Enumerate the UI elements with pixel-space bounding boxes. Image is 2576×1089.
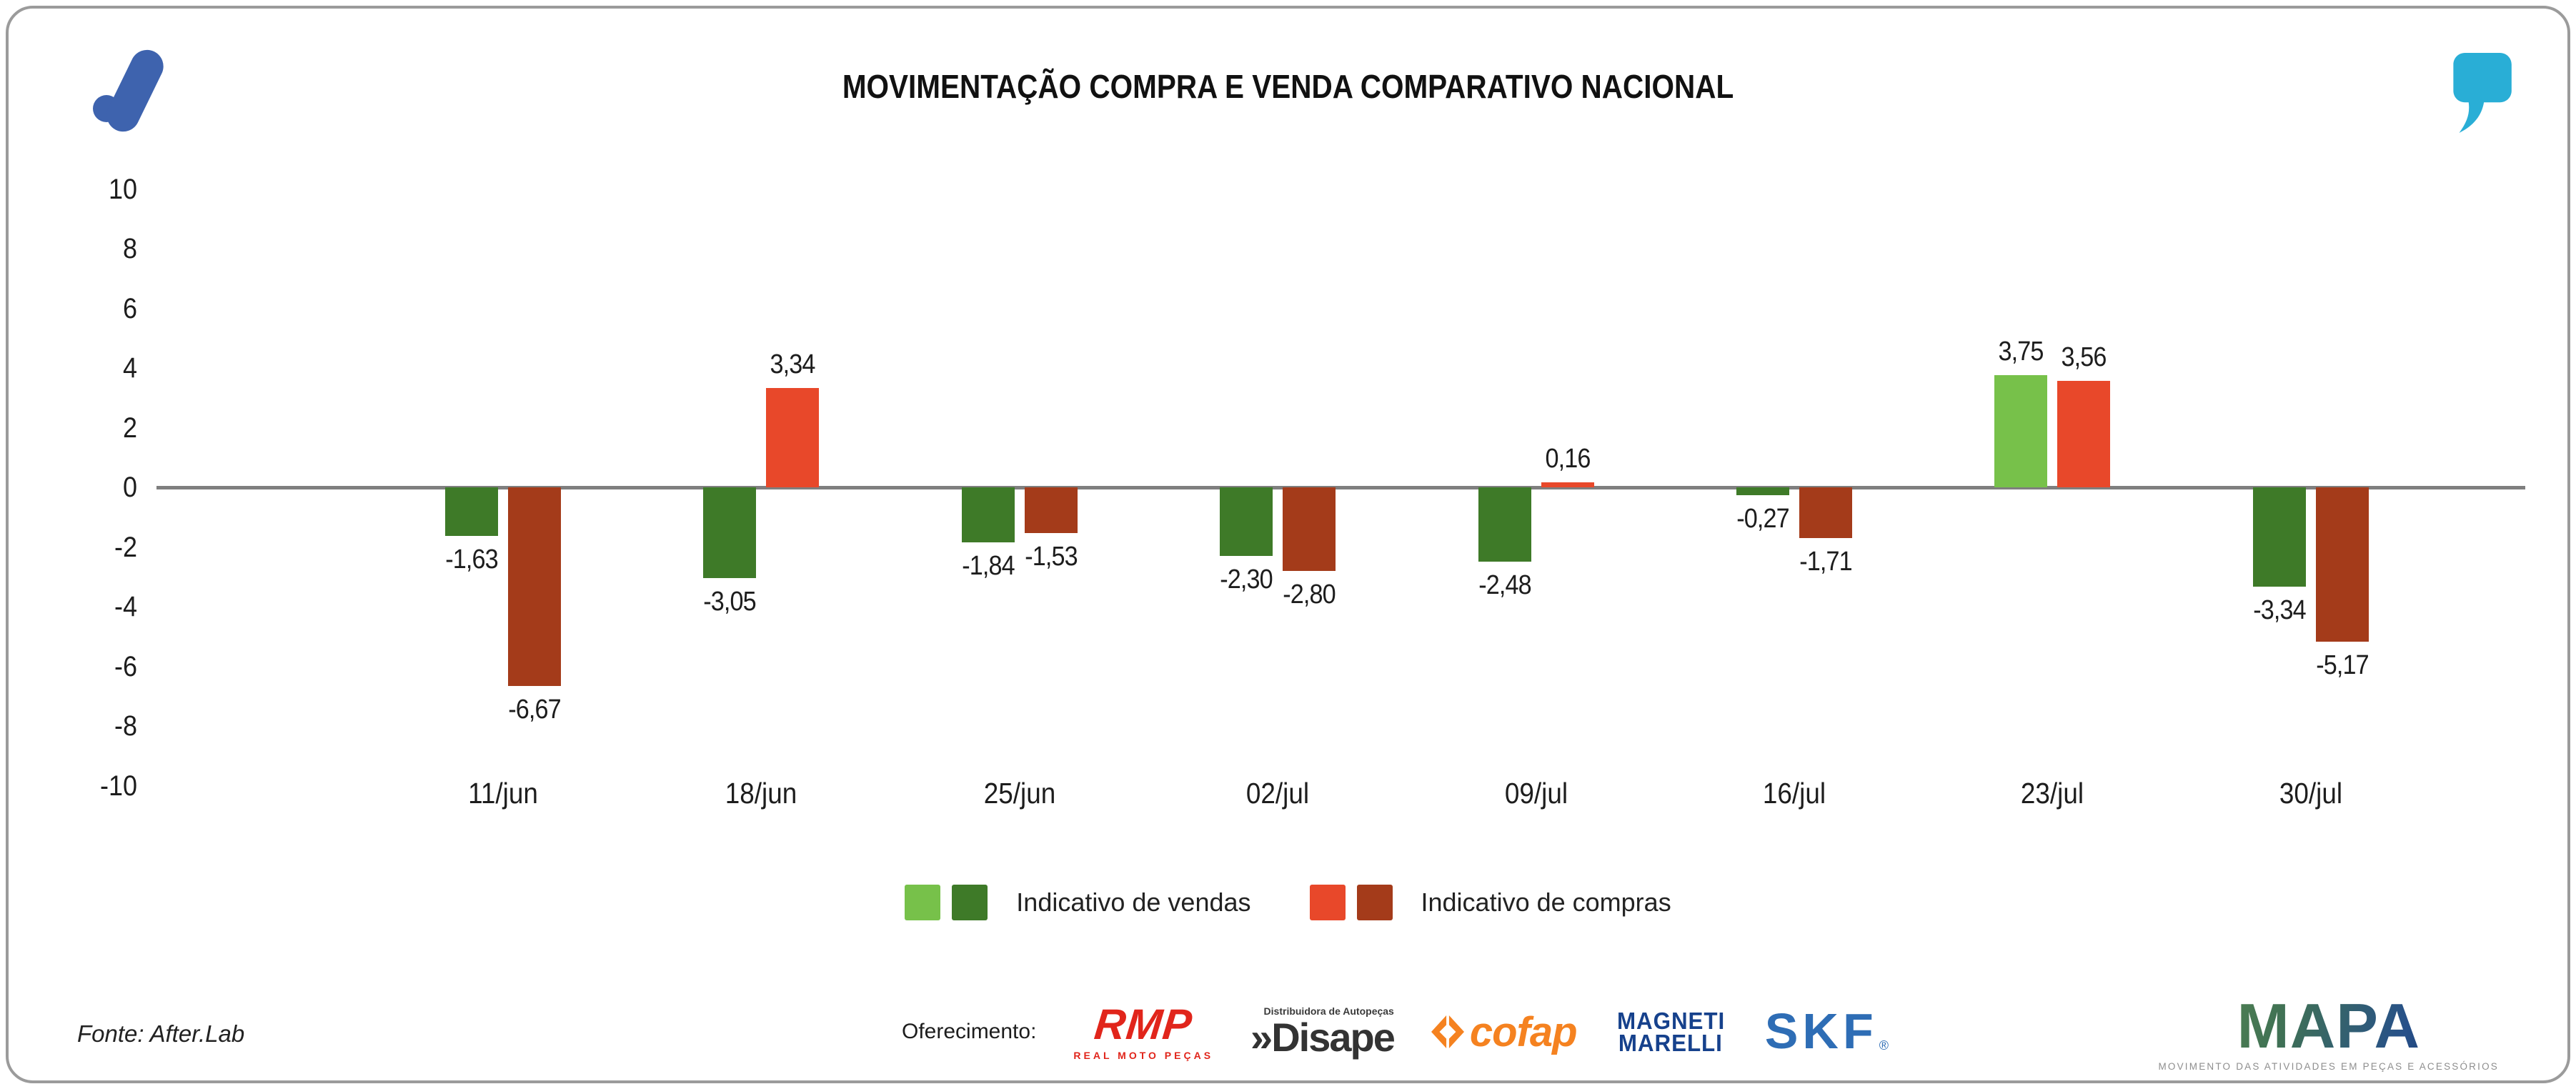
vendas-value-label: -0,27 [1736,504,1789,534]
mapa-logo-tagline: MOVIMENTO DAS ATIVIDADES EM PEÇAS E ACES… [2158,1061,2499,1072]
legend-swatch [952,885,988,920]
page-title: MOVIMENTAÇÃO COMPRA E VENDA COMPARATIVO … [842,68,1734,105]
cofap-diamond-icon [1431,1015,1464,1048]
vendas-bar [1478,487,1531,562]
compras-value-label: 3,34 [770,349,816,379]
zero-axis-line [156,485,2525,489]
disape-logo: Distribuidora de Autopeças »Disape [1250,1005,1396,1060]
x-axis-category-label: 16/jul [1762,777,1826,810]
cofap-logo: cofap [1431,1008,1578,1056]
disape-logo-tagline: Distribuidora de Autopeças [1263,1005,1394,1017]
vendas-value-label: -2,48 [1478,570,1531,600]
rmp-logo-tagline: REAL MOTO PEÇAS [1073,1050,1214,1061]
vendas-bar [2252,487,2306,587]
y-axis-tick-label: -8 [114,710,137,742]
vendas-value-label: 3,75 [1998,337,2044,367]
vendas-bar [445,487,498,537]
sponsor-label: Oferecimento: [902,1020,1037,1043]
vendas-value-label: -1,84 [962,550,1015,581]
legend-swatch [905,885,941,920]
skf-registered-mark: ® [1879,1038,1889,1053]
compras-value-label: -5,17 [2316,650,2369,680]
vendas-value-label: -1,63 [445,544,498,575]
legend-label: Indicativo de vendas [1016,887,1251,917]
compras-bar [2057,381,2111,487]
skf-logo: SKF ® [1764,1003,1889,1060]
vendas-bar [1220,487,1273,557]
x-axis-category-label: 18/jun [725,777,797,810]
legend-swatch [1309,885,1346,920]
y-axis-tick-label: -6 [114,650,137,682]
magneti-marelli-line2: MARELLI [1618,1030,1724,1056]
cofap-logo-text: cofap [1469,1008,1578,1055]
vendas-value-label: -3,34 [2253,595,2306,626]
magneti-marelli-line1: MAGNETI [1616,1007,1725,1034]
disape-logo-text: »Disape [1250,1015,1396,1060]
legend-item: Indicativo de compras [1309,885,1671,920]
y-axis-tick-label: 4 [122,352,137,384]
compras-value-label: -6,67 [508,695,561,725]
y-axis-tick-label: 6 [122,292,137,324]
compras-bar [508,487,561,687]
x-axis-category-label: 23/jul [2021,777,2084,810]
x-axis-category-label: 11/jun [468,777,538,810]
compras-value-label: -1,53 [1025,541,1078,572]
compras-bar [1799,487,1852,539]
rmp-logo-text: RMP [1092,1000,1195,1048]
compras-bar [1283,487,1336,571]
vendas-bar [703,487,757,579]
chart-legend: Indicativo de vendas Indicativo de compra… [9,885,2567,920]
disape-chevrons: » [1250,1015,1273,1060]
x-axis-category-label: 30/jul [2279,777,2342,810]
compras-value-label: 3,56 [2061,342,2107,373]
quote-mark-logo [2453,53,2512,133]
mapa-logo: MAPA MOVIMENTO DAS ATIVIDADES EM PEÇAS E… [2158,995,2499,1072]
x-axis-category-label: 02/jul [1246,777,1310,810]
sponsor-row: Oferecimento: RMP REAL MOTO PEÇAS Distri… [902,989,1889,1075]
compras-bar [2315,487,2369,642]
vendas-value-label: -2,30 [1220,565,1273,595]
source-note: Fonte: After.Lab [77,1020,245,1047]
mapa-logo-text: MAPA [2158,995,2499,1058]
y-axis-tick-label: -2 [114,531,137,563]
after-lab-logo [93,49,164,132]
x-axis-category-label: 25/jun [983,777,1056,810]
y-axis-tick-label: 8 [122,233,137,264]
y-axis-tick-label: -10 [99,770,137,802]
compras-bar [766,387,820,487]
rmp-logo: RMP REAL MOTO PEÇAS [1073,1000,1214,1061]
legend-swatch [1356,885,1393,920]
compras-bar [1541,482,1594,487]
compras-bar [1024,487,1078,533]
vendas-bar [1994,375,2048,487]
y-axis-tick-label: -4 [114,591,137,622]
compras-value-label: 0,16 [1545,444,1591,474]
y-axis-tick-label: 10 [108,173,137,205]
legend-item: Indicativo de vendas [905,885,1251,920]
legend-label: Indicativo de compras [1421,887,1671,917]
vendas-bar [961,487,1015,542]
chart-card: MOVIMENTAÇÃO COMPRA E VENDA COMPARATIVO … [6,6,2570,1083]
y-axis-tick-label: 2 [122,412,137,444]
skf-logo-text: SKF [1764,1003,1878,1060]
y-axis-tick-label: 0 [122,472,137,503]
compras-value-label: -1,71 [1799,547,1852,577]
vendas-bar [1736,487,1789,496]
vendas-value-label: -3,05 [703,587,757,617]
x-axis-category-label: 09/jul [1504,777,1568,810]
magneti-marelli-logo: MAGNETI MARELLI [1614,1007,1728,1056]
compras-value-label: -2,80 [1283,579,1336,610]
